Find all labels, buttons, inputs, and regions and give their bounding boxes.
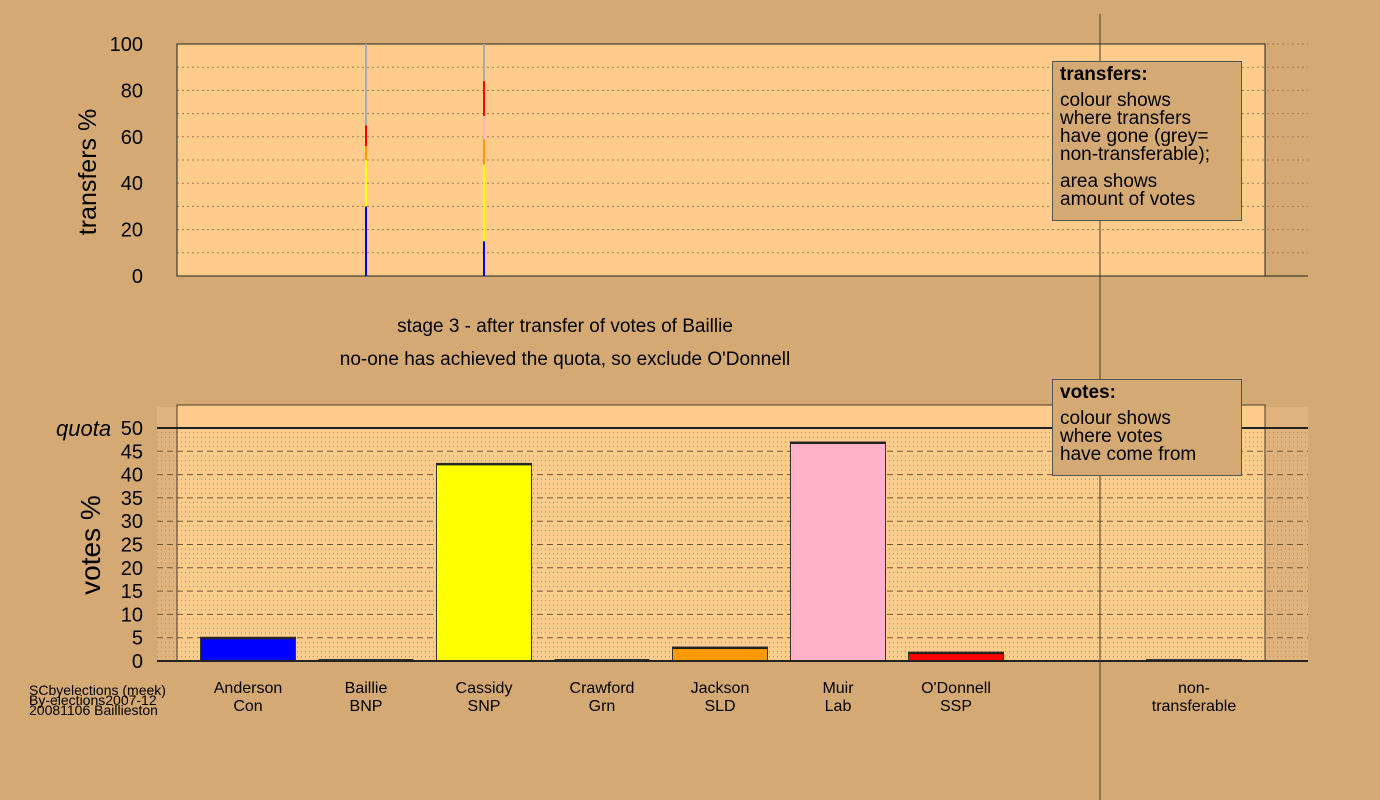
category-name-label: Cassidy	[456, 680, 513, 697]
transfers-legend: transfers: colour shows where transfers …	[1052, 61, 1242, 221]
votes-y-tick-label: 5	[132, 628, 143, 650]
category-name-label: Anderson	[214, 680, 283, 697]
votes-y-tick-label: 50	[121, 418, 143, 440]
transfer-segment	[365, 160, 367, 207]
transfer-segment	[483, 115, 485, 140]
transfers-legend-line: amount of votes	[1060, 189, 1196, 210]
category-party-label: SNP	[468, 698, 501, 715]
votes-y-tick-label: 15	[121, 581, 143, 603]
vote-bar	[436, 462, 532, 662]
transfers-y-tick-label: 20	[121, 220, 143, 242]
quota-label: quota	[56, 416, 111, 441]
transfers-y-tick-label: 80	[121, 80, 143, 102]
transfer-segment	[365, 44, 367, 126]
stage-caption: stage 3 - after transfer of votes of Bai…	[397, 316, 733, 337]
transfers-y-tick-label: 60	[121, 127, 143, 149]
footer-election: 20081106 Baillieston	[29, 702, 158, 718]
votes-y-tick-label: 30	[121, 511, 143, 533]
transfer-segment	[365, 146, 367, 160]
votes-y-tick-label: 35	[121, 488, 143, 510]
votes-y-tick-label: 45	[121, 441, 143, 463]
transfers-y-tick-label: 0	[132, 266, 143, 288]
category-party-label: Con	[233, 698, 262, 715]
votes-legend-line: have come from	[1060, 444, 1197, 465]
votes-y-tick-label: 40	[121, 465, 143, 487]
vote-bar	[672, 646, 768, 662]
category-name-label: Baillie	[345, 680, 388, 697]
transfers-legend-line: colour shows	[1060, 90, 1171, 111]
category-party-label: Grn	[589, 698, 616, 715]
vote-bar	[790, 441, 886, 662]
category-name-label: Crawford	[570, 680, 635, 697]
votes-legend: votes: colour shows where votes have com…	[1052, 379, 1242, 476]
transfers-legend-title: transfers:	[1060, 64, 1148, 85]
category-name-label: Muir	[822, 680, 854, 697]
category-party-label: transferable	[1152, 698, 1237, 715]
footer-source: SCbyelections (meek)	[29, 682, 166, 698]
votes-legend-line: where votes	[1060, 426, 1163, 447]
category-name-label: non-	[1178, 680, 1210, 697]
transfer-segment	[483, 44, 485, 82]
transfer-segment	[483, 164, 485, 242]
category-name-label: O'Donnell	[921, 680, 991, 697]
transfer-segment	[483, 139, 485, 165]
votes-legend-line: colour shows	[1060, 408, 1171, 429]
votes-y-tick-label: 0	[132, 651, 143, 673]
transfers-legend-line: area shows	[1060, 171, 1158, 192]
footer-series: By-elections2007-12	[29, 692, 157, 708]
transfer-segment	[365, 206, 367, 276]
vote-bar	[200, 636, 296, 662]
category-party-label: SLD	[704, 698, 735, 715]
transfers-y-tick-label: 40	[121, 173, 143, 195]
votes-left-margin-shade	[157, 407, 177, 661]
category-party-label: Lab	[825, 698, 852, 715]
votes-legend-title: votes:	[1060, 382, 1116, 403]
transfer-segment	[483, 81, 485, 116]
transfer-segment	[483, 241, 485, 276]
transfers-legend-line: non-transferable);	[1060, 144, 1210, 165]
votes-y-axis-label: votes %	[75, 495, 106, 595]
category-party-label: SSP	[940, 698, 972, 715]
transfers-y-tick-label: 100	[110, 34, 143, 56]
transfers-y-axis-label: transfers %	[74, 109, 102, 235]
transfer-segment	[365, 125, 367, 147]
votes-y-tick-label: 20	[121, 558, 143, 580]
votes-y-tick-label: 25	[121, 535, 143, 557]
exclusion-note: no-one has achieved the quota, so exclud…	[339, 349, 791, 370]
category-party-label: BNP	[350, 698, 383, 715]
category-name-label: Jackson	[691, 680, 750, 697]
votes-y-tick-label: 10	[121, 604, 143, 626]
transfers-legend-line: have gone (grey=	[1060, 126, 1209, 147]
transfers-legend-line: where transfers	[1060, 108, 1191, 129]
votes-right-margin-shade	[1265, 407, 1308, 661]
